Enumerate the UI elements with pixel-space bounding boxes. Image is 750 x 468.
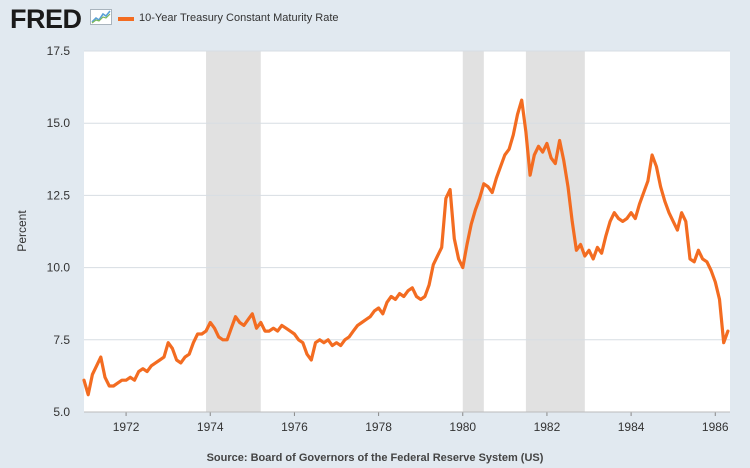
x-tick-label: 1974	[197, 420, 224, 434]
x-tick-label: 1978	[365, 420, 392, 434]
series-line	[82, 98, 730, 397]
x-tick-label: 1972	[113, 420, 140, 434]
plot-area	[84, 51, 730, 412]
x-tick-label: 1984	[618, 420, 645, 434]
legend-label: 10-Year Treasury Constant Maturity Rate	[139, 12, 339, 24]
x-tick-label: 1986	[702, 420, 729, 434]
chart-header: FRED 10-Year Treasury Constant Maturity …	[0, 0, 750, 40]
y-tick-label: 10.0	[47, 261, 71, 275]
y-tick-label: 7.5	[53, 333, 70, 347]
y-axis-label: Percent	[15, 210, 29, 252]
source-note: Source: Board of Governors of the Federa…	[206, 452, 544, 464]
x-tick-label: 1976	[281, 420, 308, 434]
y-tick-label: 15.0	[47, 116, 71, 130]
recession-band	[462, 51, 484, 412]
legend-swatch	[118, 17, 134, 21]
x-tick-label: 1980	[449, 420, 476, 434]
y-tick-label: 17.5	[47, 44, 71, 58]
y-tick-label: 5.0	[53, 405, 70, 419]
y-tick-label: 12.5	[47, 188, 71, 202]
recession-band	[206, 51, 261, 412]
recession-band	[525, 51, 585, 412]
line-graph-icon	[90, 9, 112, 25]
fred-logo: FRED	[10, 4, 82, 34]
x-tick-label: 1982	[534, 420, 561, 434]
